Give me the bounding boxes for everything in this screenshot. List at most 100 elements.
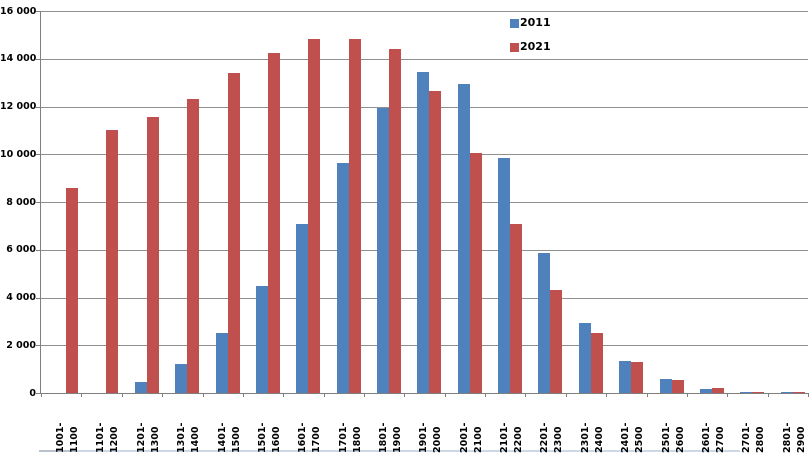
x-axis-tick-label: 2301-2400 <box>579 422 605 453</box>
bar-2021 <box>429 91 442 393</box>
x-axis-tick-label: 2001-2100 <box>458 422 484 453</box>
scrollbar-track[interactable] <box>75 450 740 452</box>
bar-2011 <box>780 391 793 393</box>
x-axis-tick-label: 2401-2500 <box>620 422 646 453</box>
y-axis-tick-label: 14 000 <box>0 53 37 65</box>
x-axis-tick <box>727 393 729 397</box>
bar-2011 <box>175 364 188 393</box>
x-axis-tick-label: 2701-2800 <box>741 422 767 453</box>
bar-2011 <box>498 157 511 393</box>
y-axis-tick <box>36 249 40 251</box>
x-axis-tick <box>162 393 164 397</box>
y-axis-tick <box>36 11 40 12</box>
legend-swatch-2021 <box>510 42 519 52</box>
bar-2021 <box>348 38 361 393</box>
y-axis-tick-label: 0 <box>29 387 36 399</box>
x-axis-tick <box>767 393 769 397</box>
bar-2011 <box>336 162 349 393</box>
legend: 2011 2021 <box>510 14 551 62</box>
bar-2011 <box>255 286 268 393</box>
bar-2021 <box>671 379 684 393</box>
bar-2011 <box>457 83 470 393</box>
bar-2021 <box>550 290 563 393</box>
x-axis-tick-label: 2101-2200 <box>499 422 525 453</box>
bar-2011 <box>619 360 632 393</box>
bar-2011 <box>296 223 309 393</box>
x-axis-tick-label: 1401-1500 <box>216 422 242 453</box>
bar-2021 <box>308 38 321 393</box>
x-axis-tick <box>323 393 325 397</box>
x-axis-tick-label: 1601-1700 <box>297 422 323 453</box>
x-axis-tick <box>202 393 204 397</box>
bar-2011 <box>538 253 551 393</box>
x-axis-tick-label: 1101-1200 <box>95 422 121 453</box>
bar-2021 <box>711 388 724 393</box>
x-axis-tick <box>81 393 83 397</box>
bar-2011 <box>376 107 389 393</box>
y-axis-tick-label: 12 000 <box>0 101 37 112</box>
bar-2021 <box>227 73 240 393</box>
x-axis-tick-label: 1701-1800 <box>337 422 363 453</box>
x-axis-tick-label: 2801-2900 <box>781 422 807 453</box>
y-axis-tick <box>36 393 40 394</box>
x-axis-tick-label: 2601-2700 <box>700 422 726 453</box>
legend-label-2011: 2011 <box>520 16 551 29</box>
bar-2011 <box>578 322 591 393</box>
x-axis-tick-label: 2501-2600 <box>660 422 686 453</box>
y-axis-tick <box>36 202 40 203</box>
x-axis-tick <box>283 393 285 397</box>
bar-2011 <box>740 391 753 393</box>
bar-2011 <box>417 71 430 393</box>
gridline <box>41 58 808 60</box>
x-axis-tick <box>404 393 406 397</box>
y-axis-tick-label: 2 000 <box>6 339 36 351</box>
legend-item-2011[interactable]: 2011 <box>510 14 551 32</box>
x-axis-tick-label: 2201-2300 <box>539 422 565 453</box>
x-axis-tick <box>808 393 809 397</box>
bar-2021 <box>66 187 78 393</box>
bar-2021 <box>187 99 200 393</box>
bar-2011 <box>659 378 672 393</box>
bar-2011 <box>134 382 147 393</box>
bar-2021 <box>510 223 523 393</box>
bar-2021 <box>469 153 482 393</box>
x-axis-tick <box>686 393 688 397</box>
x-axis-tick <box>485 393 487 397</box>
x-axis-tick <box>444 393 446 397</box>
bar-2021 <box>106 130 119 393</box>
x-axis-tick-label: 1901-2000 <box>418 422 444 453</box>
y-axis-tick-label: 8 000 <box>6 196 36 208</box>
legend-label-2021: 2021 <box>520 40 551 53</box>
x-axis-tick-label: 1501-1600 <box>256 422 282 453</box>
x-axis-tick <box>363 393 365 397</box>
x-axis-tick-label: 1201-1300 <box>135 422 161 453</box>
y-axis-tick <box>36 154 40 156</box>
gridline <box>41 11 808 12</box>
bar-2021 <box>267 52 280 393</box>
x-axis-tick <box>525 393 527 397</box>
x-axis-tick-label: 1001-1100 <box>55 422 80 453</box>
scrollbar-thumb[interactable] <box>39 450 75 452</box>
legend-item-2021[interactable]: 2021 <box>510 38 551 56</box>
bar-2021 <box>146 117 159 393</box>
y-axis-tick-label: 4 000 <box>6 292 36 303</box>
x-axis-tick-label: 1801-1900 <box>377 422 403 453</box>
x-axis-line <box>40 393 808 394</box>
y-axis-tick-label: 6 000 <box>6 244 36 256</box>
bar-2011 <box>699 389 712 393</box>
bar-2021 <box>631 362 644 393</box>
y-axis-tick <box>36 297 40 299</box>
x-axis-tick <box>646 393 648 397</box>
x-axis-tick <box>606 393 608 397</box>
y-axis-tick-label: 10 000 <box>0 148 37 160</box>
bar-2021 <box>388 49 401 393</box>
x-axis-tick-label: 1301-1400 <box>176 422 202 453</box>
x-axis-tick <box>565 393 567 397</box>
y-axis-line <box>40 11 41 394</box>
y-axis-tick-label: 16 000 <box>0 5 37 17</box>
bar-2021 <box>792 391 805 393</box>
x-axis-tick <box>41 393 42 397</box>
y-axis-tick <box>36 345 40 347</box>
legend-swatch-2011 <box>510 18 519 28</box>
